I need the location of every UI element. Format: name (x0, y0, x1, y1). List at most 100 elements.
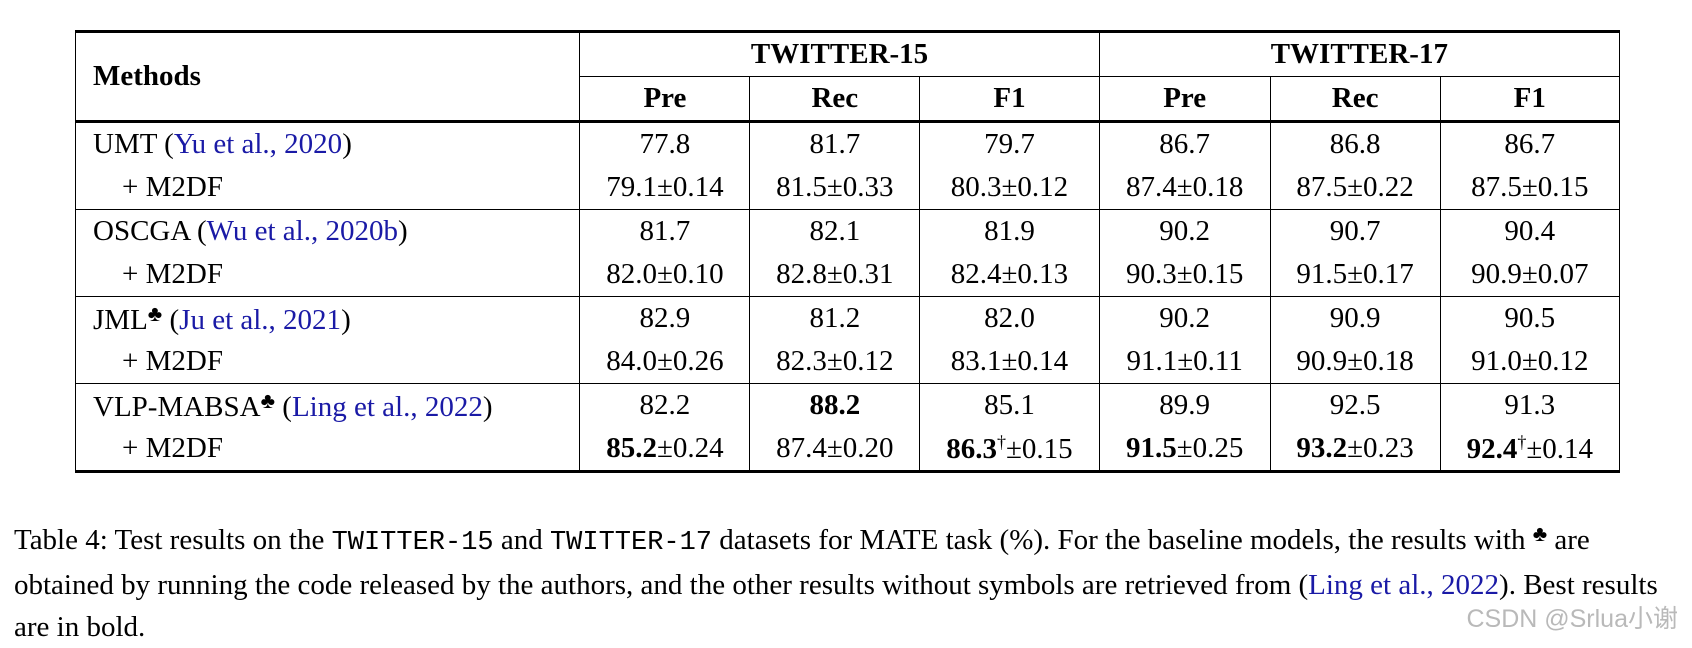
citation-link[interactable]: Yu et al., 2020 (173, 128, 343, 160)
std-dev: ±0.18 (1176, 171, 1244, 203)
value: 86.8 (1329, 128, 1381, 160)
std-dev: ±0.20 (826, 432, 894, 464)
value-cell: 82.8±0.31 (749, 253, 920, 297)
value-cell: 87.5±0.15 (1439, 166, 1621, 210)
value: 86.3 (946, 432, 997, 465)
method-cell-variant: + M2DF (74, 253, 580, 297)
value: 86.7 (1504, 128, 1556, 160)
method-name: VLP-MABSA (93, 390, 261, 423)
value: 81.9 (984, 215, 1035, 247)
value-cell: 86.7 (1098, 121, 1271, 166)
std-dev: ±0.25 (1176, 432, 1244, 464)
value: 87.5 (1296, 171, 1348, 203)
value: 82.9 (639, 302, 691, 334)
std-dev: ±0.12 (826, 345, 894, 377)
std-dev: ±0.10 (656, 258, 724, 290)
value-cell: 82.0±0.10 (579, 253, 750, 297)
value-cell: 86.8 (1269, 121, 1441, 166)
club-symbol: ♣ (1532, 521, 1548, 546)
value-cell: 90.3±0.15 (1098, 253, 1271, 297)
value: 79.1 (606, 171, 657, 203)
dagger-mark: † (1517, 431, 1527, 452)
results-table-wrapper: Methods TWITTER-15 TWITTER-17 Pre Rec F1… (74, 30, 1621, 473)
std-dev: ±0.14 (1526, 432, 1593, 465)
value-cell: 90.2 (1098, 209, 1271, 253)
value: 82.4 (950, 258, 1002, 290)
value-cell: 90.7 (1269, 209, 1441, 253)
value-cell: 86.7 (1439, 121, 1621, 166)
std-dev: ±0.12 (1001, 171, 1069, 203)
value-cell: 82.2 (579, 383, 750, 427)
value-cell: 82.9 (579, 296, 750, 340)
table-row: + M2DF 85.2±0.24 87.4±0.20 86.3†±0.15 91.5±0… (74, 427, 1621, 473)
caption-text: datasets for MATE task (%). For the base… (712, 524, 1533, 556)
value-cell: 81.7 (579, 209, 750, 253)
table-caption: Table 4: Test results on the TWITTER-15 … (14, 513, 1684, 648)
value-cell: 82.4±0.13 (919, 253, 1100, 297)
value: 91.0 (1471, 345, 1522, 377)
value-cell: 77.8 (579, 121, 750, 166)
caption-text: and (493, 524, 550, 556)
value-cell: 91.3 (1439, 383, 1621, 427)
caption-text: are obtained by running the code release… (14, 524, 1590, 601)
value-cell: 90.9 (1269, 296, 1441, 340)
value: 79.7 (984, 128, 1035, 160)
value: 90.9 (1471, 258, 1522, 290)
value-cell: 79.1±0.14 (579, 166, 750, 210)
value: 87.4 (776, 432, 827, 464)
value-cell: 86.3†±0.15 (919, 427, 1100, 473)
citation-link[interactable]: Ling et al., 2022 (291, 390, 483, 423)
std-dev: ±0.14 (1001, 345, 1069, 377)
value-cell: 82.0 (919, 296, 1100, 340)
value: 90.9 (1296, 345, 1348, 377)
method-cell-variant: + M2DF (74, 340, 580, 384)
value-cell: 90.9±0.18 (1269, 340, 1441, 384)
club-symbol: ♣ (147, 300, 163, 326)
value: 82.2 (639, 389, 691, 421)
citation-link[interactable]: Ju et al., 2021 (179, 303, 342, 336)
value: 92.4 (1466, 432, 1518, 465)
value: 91.3 (1504, 389, 1556, 421)
value: 91.5 (1296, 258, 1348, 290)
results-body: UMT (Yu et al., 2020) 77.8 81.7 79.7 86.7 86.… (74, 121, 1621, 473)
std-dev: ±0.22 (1347, 171, 1414, 203)
value: 91.5 (1125, 432, 1177, 464)
value: 90.5 (1504, 302, 1556, 334)
value-cell: 88.2 (749, 383, 920, 427)
value: 82.1 (809, 215, 861, 247)
table-row: UMT (Yu et al., 2020) 77.8 81.7 79.7 86.7 86.… (74, 121, 1621, 166)
metric-header: Rec (749, 76, 920, 123)
value: 90.3 (1125, 258, 1177, 290)
std-dev: ±0.15 (1006, 432, 1073, 465)
citation-link[interactable]: Wu et al., 2020b (206, 215, 398, 247)
value-cell: 89.9 (1098, 383, 1271, 427)
std-dev: ±0.33 (826, 171, 894, 203)
value: 93.2 (1296, 432, 1348, 464)
results-table: Methods TWITTER-15 TWITTER-17 Pre Rec F1… (74, 30, 1621, 473)
watermark: CSDN @Srlua小谢 (1466, 605, 1678, 633)
value: 89.9 (1159, 389, 1211, 421)
value-cell: 85.1 (919, 383, 1100, 427)
caption-citation-link[interactable]: Ling et al., 2022 (1308, 569, 1500, 601)
std-dev: ±0.24 (656, 432, 724, 464)
value-cell: 91.0±0.12 (1439, 340, 1621, 384)
table-row: JML♣ (Ju et al., 2021) 82.9 81.2 82.0 90.2 90… (74, 296, 1621, 340)
methods-header: Methods (74, 30, 580, 123)
value-cell: 87.5±0.22 (1269, 166, 1441, 210)
value: 90.9 (1329, 302, 1381, 334)
table-row: + M2DF 82.0±0.10 82.8±0.31 82.4±0.13 90.3±0.… (74, 253, 1621, 297)
table-row: + M2DF 79.1±0.14 81.5±0.33 80.3±0.12 87.4±0.… (74, 166, 1621, 210)
value-cell: 80.3±0.12 (919, 166, 1100, 210)
caption-dataset: TWITTER-15 (331, 528, 494, 558)
value-cell: 91.5±0.17 (1269, 253, 1441, 297)
value: 91.1 (1126, 345, 1178, 377)
std-dev: ±0.14 (656, 171, 724, 203)
method-cell: UMT (Yu et al., 2020) (74, 121, 580, 166)
value-cell: 81.5±0.33 (749, 166, 920, 210)
value-cell: 92.5 (1269, 383, 1441, 427)
value-cell: 83.1±0.14 (919, 340, 1100, 384)
value-cell: 84.0±0.26 (579, 340, 750, 384)
metric-header: Rec (1269, 76, 1441, 123)
std-dev: ±0.11 (1177, 345, 1243, 377)
value: 82.0 (984, 302, 1035, 334)
